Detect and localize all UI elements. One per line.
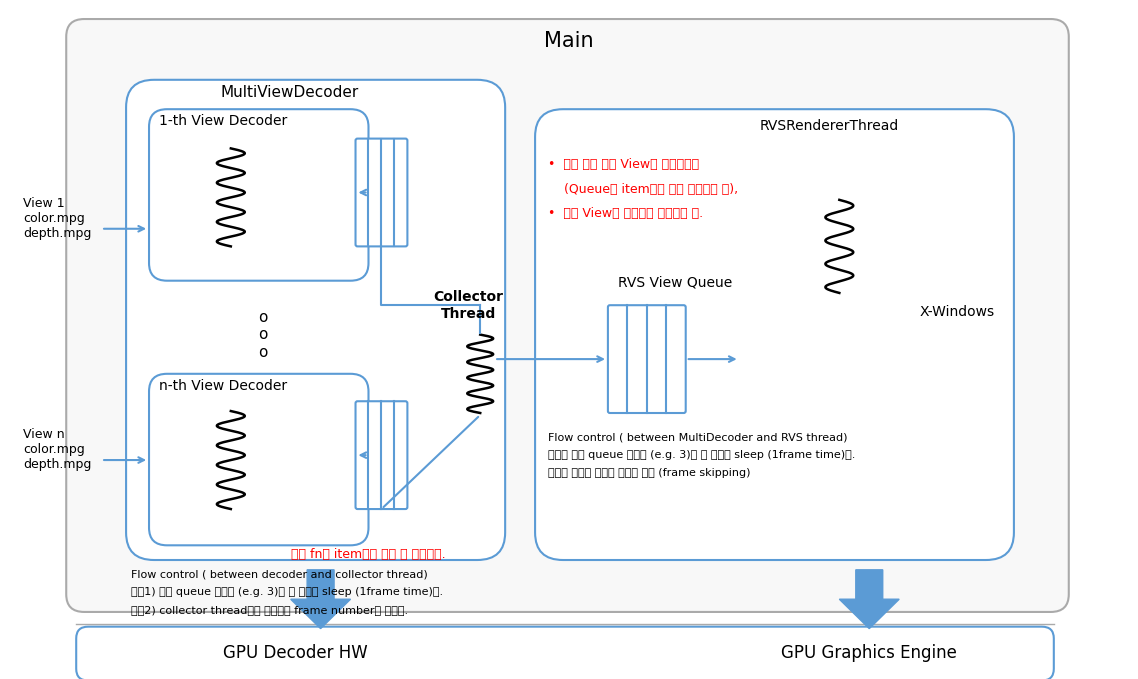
FancyBboxPatch shape [76, 627, 1054, 679]
Text: (Queue에 item에서 얻을 수있어야 함),: (Queue에 item에서 얻을 수있어야 함), [549, 183, 739, 196]
Text: 방법1) 최대 queue 사이스 (e.g. 3)를 안 넘기게 sleep (1frame time)함.: 방법1) 최대 queue 사이스 (e.g. 3)를 안 넘기게 sleep … [131, 587, 443, 598]
Text: GPU Graphics Engine: GPU Graphics Engine [782, 644, 957, 662]
Text: GPU Decoder HW: GPU Decoder HW [223, 644, 368, 662]
Text: 방법2) collector thread에서 디코딩할 frame number를 공유함.: 방법2) collector thread에서 디코딩할 frame numbe… [131, 605, 409, 615]
Text: 1-th View Decoder: 1-th View Decoder [159, 114, 287, 128]
Polygon shape [290, 570, 351, 629]
FancyBboxPatch shape [126, 80, 505, 560]
FancyBboxPatch shape [149, 109, 369, 280]
Text: RVS View Queue: RVS View Queue [618, 276, 732, 290]
Text: RVSRendererThread: RVSRendererThread [760, 119, 899, 133]
Text: 현재 fn를 item에서 얻을 수 있어야함.: 현재 fn를 item에서 얻을 수 있어야함. [290, 548, 445, 562]
Text: •  현재 어떤 입력 View를 사용하는지: • 현재 어떤 입력 View를 사용하는지 [549, 158, 699, 171]
FancyBboxPatch shape [355, 401, 407, 509]
Text: Flow control ( between decoder and collector thread): Flow control ( between decoder and colle… [131, 570, 428, 580]
Text: MultiViewDecoder: MultiViewDecoder [221, 85, 360, 100]
FancyBboxPatch shape [535, 109, 1014, 560]
FancyBboxPatch shape [355, 139, 407, 246]
Text: View n
color.mpg
depth.mpg: View n color.mpg depth.mpg [24, 428, 92, 471]
Text: 방법１ 최대 queue 사이즈 (e.g. 3)를 안 넘기게 sleep (1frame time)함.: 방법１ 최대 queue 사이즈 (e.g. 3)를 안 넘기게 sleep (… [549, 450, 856, 460]
Text: o
o
o: o o o [258, 310, 267, 360]
Text: n-th View Decoder: n-th View Decoder [159, 379, 287, 392]
Text: View 1
color.mpg
depth.mpg: View 1 color.mpg depth.mpg [24, 198, 92, 240]
Text: X-Windows: X-Windows [920, 305, 995, 319]
Text: Flow control ( between MultiDecoder and RVS thread): Flow control ( between MultiDecoder and … [549, 433, 848, 443]
Text: Main: Main [544, 31, 594, 51]
FancyBboxPatch shape [66, 19, 1069, 612]
Text: Collector
Thread: Collector Thread [434, 291, 503, 320]
FancyBboxPatch shape [149, 374, 369, 545]
Text: 방법２ 버퍼가 많으면 받아서 버림 (frame skipping): 방법２ 버퍼가 많으면 받아서 버림 (frame skipping) [549, 468, 751, 478]
FancyBboxPatch shape [608, 305, 686, 413]
Text: •  출력 View는 무엇인지 알려줘야 함.: • 출력 View는 무엇인지 알려줘야 함. [549, 207, 703, 220]
Polygon shape [840, 570, 899, 629]
